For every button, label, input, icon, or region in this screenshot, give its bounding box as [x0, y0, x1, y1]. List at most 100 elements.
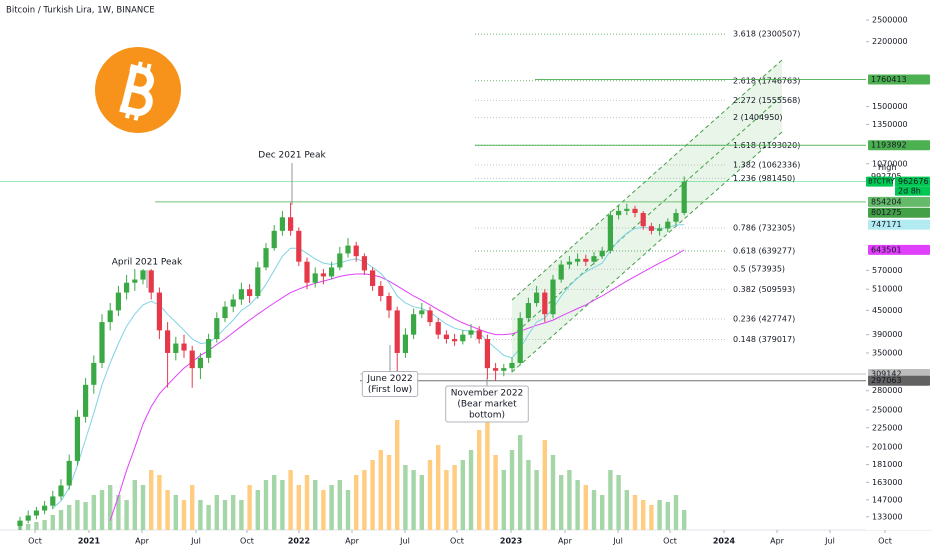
candle-body	[394, 310, 400, 353]
volume-bar	[34, 522, 39, 530]
volume-bar	[518, 435, 523, 530]
volume-bar	[362, 470, 367, 530]
price-label-box	[895, 176, 930, 187]
fib-label: 2.618 (1746763)	[733, 76, 800, 85]
candle-body	[304, 261, 310, 283]
candle-body	[165, 330, 171, 353]
candle-body	[599, 250, 605, 257]
candle-body	[476, 330, 482, 340]
volume-bar	[231, 495, 236, 530]
candle-body	[255, 267, 261, 296]
candle-body	[230, 299, 236, 307]
annotation-box	[445, 385, 529, 423]
candle-body	[452, 339, 458, 342]
candle-body	[443, 334, 450, 340]
x-tick-label: Oct	[240, 537, 254, 546]
annotation-bg	[106, 255, 188, 269]
countdown-label: 2d 8h	[898, 187, 921, 196]
x-tick-label: Oct	[28, 537, 42, 546]
symbol-box	[866, 176, 893, 187]
candle-body	[42, 505, 48, 511]
candle-body	[640, 212, 646, 227]
volume-bar	[386, 455, 392, 530]
volume-bar	[329, 485, 334, 530]
candle-body	[591, 256, 597, 262]
price-label-box	[868, 219, 930, 230]
x-tick-label: Oct	[663, 537, 677, 546]
annotation-text: June 2022	[366, 374, 412, 384]
candle-body	[411, 314, 417, 335]
y-tick-label: 225000	[872, 423, 903, 432]
fib-label: 0.148 (379017)	[733, 335, 795, 344]
candle-body	[648, 226, 654, 231]
candle-body	[50, 496, 56, 506]
candle-body	[419, 310, 425, 315]
annotation-text: Dec 2021 Peak	[258, 151, 326, 161]
price-label: 801275	[871, 208, 902, 217]
volume-bar	[468, 450, 474, 530]
candle-body	[91, 362, 97, 385]
volume-bar	[501, 470, 507, 530]
price-label: 1760413	[871, 75, 907, 84]
volume-bar	[99, 490, 105, 530]
annotation-text: November 2022	[451, 389, 524, 399]
candle-body	[370, 270, 376, 286]
volume-bar	[132, 480, 138, 530]
volume-bar	[600, 495, 605, 530]
price-label-box	[868, 140, 930, 151]
y-tick-label: 510000	[872, 285, 903, 294]
volume-bar	[444, 470, 449, 530]
fib-label: 0.382 (509593)	[733, 285, 795, 294]
candle-body	[206, 339, 212, 358]
x-tick-label: Apr	[135, 537, 150, 546]
volume-bar	[75, 500, 80, 530]
volume-bar	[157, 475, 162, 530]
volume-bar	[206, 505, 211, 530]
candle-body	[427, 310, 433, 323]
fib-label: 0.5 (573935)	[733, 265, 785, 274]
logo-b	[119, 61, 154, 121]
fib-label: 0.786 (732305)	[733, 223, 795, 232]
volume-bar	[149, 470, 154, 530]
volume-bar	[124, 500, 129, 530]
candle-body	[320, 273, 327, 277]
channel-lower	[511, 131, 783, 373]
x-tick-label: Oct	[450, 537, 464, 546]
x-tick-label: Oct	[878, 537, 892, 546]
volume-bar	[616, 475, 621, 530]
volume-bar	[370, 460, 375, 530]
candle-body	[534, 292, 540, 304]
price-label: 297063	[871, 376, 902, 385]
volume-bar	[280, 480, 285, 530]
x-tick-label: Apr	[558, 537, 573, 546]
candle-body	[566, 261, 573, 265]
price-axis-bg	[866, 0, 932, 530]
volume-bar	[542, 440, 548, 530]
candle-body	[681, 181, 687, 213]
candle-body	[83, 384, 89, 417]
y-tick-label: 570000	[872, 266, 903, 275]
candle-body	[58, 485, 64, 497]
y-tick-label: 1500000	[872, 102, 908, 111]
fib-label: 0.236 (427747)	[733, 314, 795, 323]
volume-bar	[345, 490, 351, 530]
volume-bar	[83, 502, 88, 530]
fib-label: 1.382 (1062336)	[733, 160, 800, 169]
price-label-box	[868, 244, 930, 255]
candle-body	[525, 303, 532, 319]
y-tick-label: 390000	[872, 330, 903, 339]
annotation-text: bottom)	[469, 411, 505, 421]
volume-bar	[337, 480, 343, 530]
volume-bar	[427, 460, 433, 530]
y-tick-label: 1070000	[872, 159, 908, 168]
fib-label: 2 (1404950)	[733, 113, 783, 122]
candle-body	[296, 230, 302, 262]
candle-body	[238, 289, 245, 300]
y-tick-label: 2500000	[872, 16, 908, 25]
candle-body	[173, 343, 179, 353]
fib-label: 3.618 (2300507)	[733, 30, 800, 39]
candle-body	[353, 245, 359, 257]
fib-label: 2.272 (1555568)	[733, 96, 800, 105]
volume-bar	[321, 490, 326, 530]
